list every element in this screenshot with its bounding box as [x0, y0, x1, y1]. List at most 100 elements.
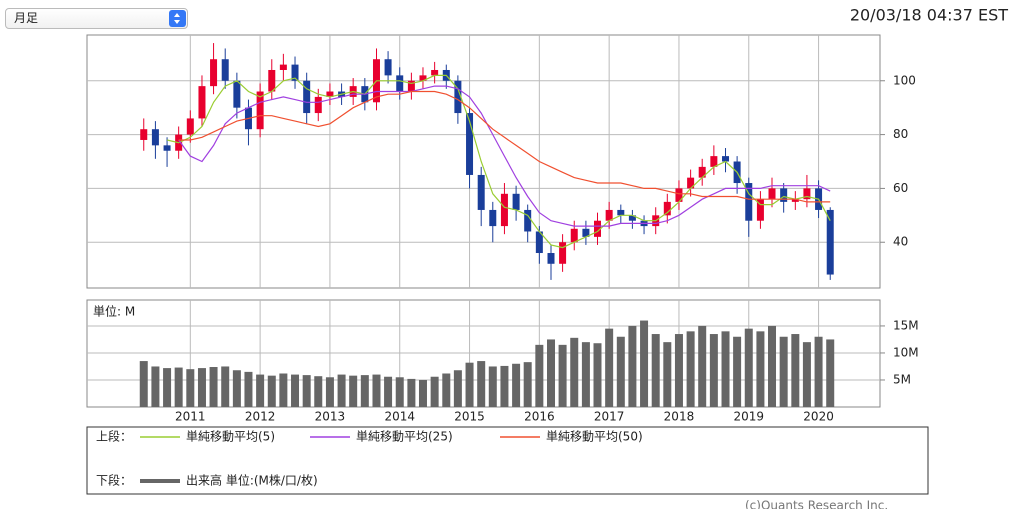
candle-body: [407, 80, 415, 92]
candle-body: [466, 113, 474, 175]
candle-body: [303, 80, 311, 114]
volume-bar: [256, 374, 265, 407]
x-tick-label: 2017: [594, 410, 625, 424]
volume-bar: [570, 337, 579, 407]
footer: (c)Quants Research Inc.: [745, 499, 888, 509]
candle-body: [617, 209, 625, 216]
candle-body: [826, 209, 834, 275]
volume-bar: [733, 336, 742, 407]
unit-label: 単位: M: [93, 304, 135, 319]
x-tick-label: 2011: [175, 410, 206, 424]
volume-bar: [477, 361, 486, 407]
candle-body: [710, 156, 718, 167]
volume-bar: [151, 366, 160, 407]
candle-body: [489, 209, 497, 227]
candle-body: [570, 228, 578, 243]
legend-label: 下段：: [96, 473, 132, 488]
candle-body: [396, 75, 404, 92]
volume-bar: [139, 361, 148, 407]
y-tick-label: 40: [893, 235, 908, 249]
volume-bar: [244, 371, 253, 407]
volume-bar: [756, 331, 765, 407]
candle-body: [431, 69, 439, 76]
ma-line: [166, 74, 831, 249]
candle-body: [268, 69, 276, 92]
candle-body: [221, 59, 229, 81]
candle-body: [803, 188, 811, 200]
legend-text: 単純移動平均(50): [546, 430, 643, 444]
volume-bar: [372, 374, 381, 407]
volume-bar: [523, 362, 532, 407]
volume-bar: [453, 370, 462, 407]
candle-body: [256, 91, 264, 130]
price-panel: [86, 34, 881, 289]
x-tick-label: 2020: [803, 410, 834, 424]
volume-bar: [698, 325, 707, 407]
volume-bar: [465, 362, 474, 407]
candle-body: [326, 91, 334, 97]
candle-body: [500, 193, 508, 227]
volume-bar: [616, 336, 625, 407]
volume-bar: [674, 334, 683, 407]
candle-body: [477, 174, 485, 210]
period-select[interactable]: 月足: [5, 8, 188, 29]
y-tick-label: 80: [893, 127, 908, 141]
candle-body: [791, 199, 799, 202]
candle-body: [512, 193, 520, 210]
volume-bar: [279, 373, 288, 407]
volume-bar: [721, 331, 730, 407]
volume-bar: [779, 336, 788, 407]
select-arrow: [169, 10, 186, 27]
candle-body: [559, 242, 567, 264]
volume-bar: [384, 376, 393, 407]
candle-body: [419, 75, 427, 81]
x-tick-label: 2013: [315, 410, 346, 424]
ma-line: [178, 90, 831, 203]
volume-bar: [535, 344, 544, 407]
legend-label: 上段：: [96, 429, 132, 444]
volume-bar: [744, 328, 753, 407]
volume-bar: [418, 379, 427, 407]
volume-bar: [360, 375, 369, 407]
candle-body: [675, 188, 683, 202]
volume-bar: [337, 374, 346, 407]
volume-bar: [197, 368, 206, 407]
volume-bar: [349, 375, 358, 407]
legend-text: 出来高 単位:(M株/口/枚): [186, 473, 318, 488]
y-tick-label: 15M: [893, 318, 919, 332]
x-tick-label: 2012: [245, 410, 276, 424]
volume-bar: [407, 378, 416, 407]
volume-bar: [593, 343, 602, 407]
volume-bar: [686, 331, 695, 407]
candle-body: [198, 86, 206, 119]
volume-bar: [814, 336, 823, 407]
candle-body: [698, 166, 706, 178]
candle-body: [768, 188, 776, 200]
candle-body: [663, 201, 671, 216]
legend-text: 単純移動平均(5): [186, 430, 275, 444]
y-tick-label: 5M: [893, 372, 911, 386]
y-tick-label: 100: [893, 73, 916, 87]
candle-body: [780, 188, 788, 202]
x-tick-label: 2015: [454, 410, 485, 424]
volume-bar: [221, 366, 230, 407]
candle-body: [233, 80, 241, 108]
candle-body: [745, 183, 753, 221]
volume-bar: [640, 320, 649, 407]
volume-bar: [709, 334, 718, 407]
candle-body: [756, 199, 764, 221]
volume-bar: [802, 342, 811, 407]
volume-bar: [512, 363, 521, 407]
candle-body: [628, 215, 636, 221]
y-tick-label: 60: [893, 181, 908, 195]
candle-body: [384, 59, 392, 76]
volume-bar: [663, 342, 672, 407]
candle-body: [547, 253, 555, 264]
volume-bar: [163, 368, 172, 407]
volume-bar: [325, 377, 334, 407]
volume-bar: [605, 328, 614, 407]
candle-body: [593, 220, 601, 237]
volume-bar: [791, 334, 800, 407]
x-tick-label: 2014: [384, 410, 415, 424]
